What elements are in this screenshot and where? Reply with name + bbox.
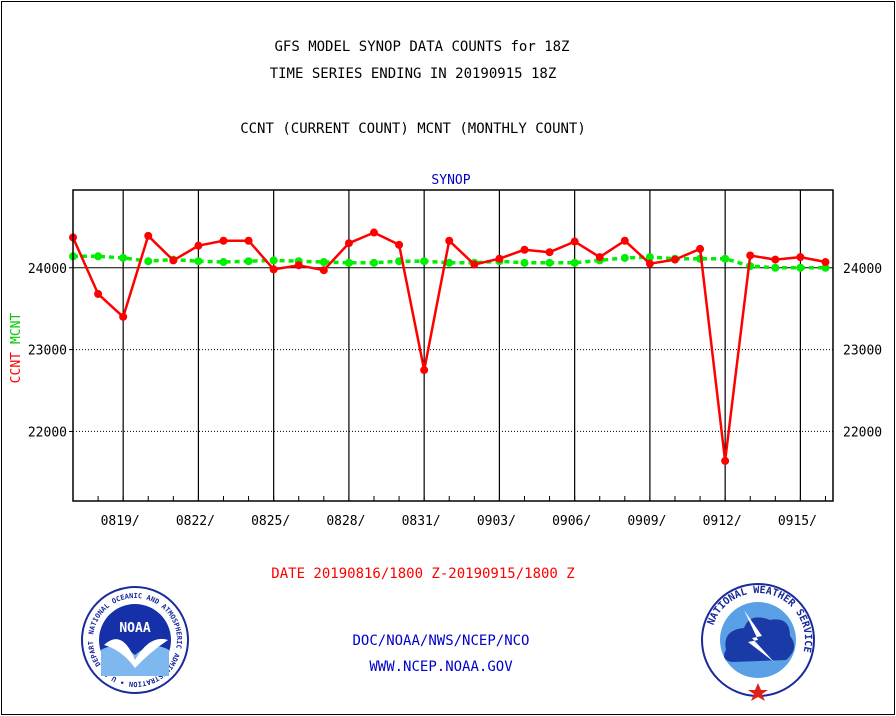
data-point-ccnt bbox=[545, 248, 554, 257]
data-point-ccnt bbox=[595, 253, 604, 262]
y-axis-label-mcnt: MCNT bbox=[9, 313, 24, 344]
data-point-ccnt bbox=[670, 255, 679, 264]
data-point-ccnt bbox=[470, 260, 479, 269]
y-tick-label-left: 22000 bbox=[28, 425, 67, 440]
data-point-ccnt bbox=[395, 240, 404, 249]
x-tick-label: 0909/ bbox=[627, 514, 666, 529]
x-tick-label: 0819/ bbox=[101, 514, 140, 529]
data-point-ccnt bbox=[620, 236, 629, 245]
data-point-mcnt bbox=[369, 258, 378, 267]
data-point-mcnt bbox=[194, 257, 203, 266]
chart-title-line1: GFS MODEL SYNOP DATA COUNTS for 18Z bbox=[274, 39, 569, 55]
website-link[interactable]: WWW.NCEP.NOAA.GOV bbox=[369, 659, 513, 675]
tick-labels: 22000 22000 23000 23000 24000 24000 0819/0822/… bbox=[28, 262, 882, 529]
data-point-mcnt bbox=[94, 252, 103, 261]
x-tick-label: 0912/ bbox=[703, 514, 742, 529]
y-tick-label-right: 22000 bbox=[843, 425, 882, 440]
x-tick-label: 0915/ bbox=[778, 514, 817, 529]
data-point-ccnt bbox=[520, 245, 529, 254]
data-point-mcnt bbox=[771, 263, 780, 272]
org-label: DOC/NOAA/NWS/NCEP/NCO bbox=[352, 633, 529, 649]
x-tick-label: 0906/ bbox=[552, 514, 591, 529]
y-tick-label-left: 24000 bbox=[28, 262, 67, 277]
data-point-ccnt bbox=[721, 456, 730, 465]
y-axis-label: CCNT MCNT bbox=[9, 313, 24, 384]
x-tick-label: 0831/ bbox=[402, 514, 441, 529]
data-point-ccnt bbox=[420, 366, 429, 375]
data-point-ccnt bbox=[294, 261, 303, 270]
y-tick-label-right: 23000 bbox=[843, 344, 882, 359]
data-point-mcnt bbox=[344, 258, 353, 267]
data-point-mcnt bbox=[520, 258, 529, 267]
data-point-ccnt bbox=[344, 239, 353, 248]
plot-grid bbox=[69, 190, 833, 501]
data-point-ccnt bbox=[771, 255, 780, 264]
data-point-ccnt bbox=[369, 228, 378, 237]
data-point-ccnt bbox=[319, 266, 328, 275]
svg-text:CCNTMCNT: CCNT MCNT bbox=[9, 313, 24, 384]
x-tick-label: 0825/ bbox=[251, 514, 290, 529]
data-point-mcnt bbox=[244, 257, 253, 266]
data-point-ccnt bbox=[119, 312, 128, 321]
nws-lightning-icon bbox=[744, 610, 774, 662]
data-point-ccnt bbox=[194, 241, 203, 250]
data-point-mcnt bbox=[570, 258, 579, 267]
data-point-mcnt bbox=[144, 257, 153, 266]
data-point-ccnt bbox=[144, 231, 153, 240]
data-point-mcnt bbox=[119, 253, 128, 262]
data-point-mcnt bbox=[821, 263, 830, 272]
y-tick-label-right: 24000 bbox=[843, 262, 882, 277]
data-point-mcnt bbox=[721, 254, 730, 263]
x-tick-label: 0822/ bbox=[176, 514, 215, 529]
data-point-mcnt bbox=[420, 257, 429, 266]
data-point-mcnt bbox=[445, 258, 454, 267]
nws-star-icon bbox=[748, 683, 768, 701]
y-axis-label-ccnt: CCNT bbox=[9, 352, 24, 383]
data-point-ccnt bbox=[244, 236, 253, 245]
data-point-ccnt bbox=[746, 251, 755, 260]
data-point-ccnt bbox=[570, 237, 579, 246]
data-point-mcnt bbox=[545, 258, 554, 267]
data-point-ccnt bbox=[94, 289, 103, 298]
plot-title: SYNOP bbox=[431, 173, 470, 188]
noaa-bird-icon bbox=[104, 638, 168, 668]
data-point-ccnt bbox=[696, 244, 705, 253]
nws-cloud-icon bbox=[724, 617, 795, 662]
noaa-text: NOAA bbox=[119, 621, 150, 636]
data-point-ccnt bbox=[445, 236, 454, 245]
data-point-ccnt bbox=[495, 254, 504, 263]
data-point-mcnt bbox=[796, 263, 805, 272]
chart-title-line2: TIME SERIES ENDING IN 20190915 18Z bbox=[270, 66, 557, 82]
x-tick-label: 0828/ bbox=[326, 514, 365, 529]
x-tick-label: 0903/ bbox=[477, 514, 516, 529]
y-tick-label-left: 23000 bbox=[28, 344, 67, 359]
data-point-mcnt bbox=[645, 253, 654, 262]
data-point-ccnt bbox=[219, 236, 228, 245]
plot-series bbox=[69, 228, 830, 465]
data-point-ccnt bbox=[821, 258, 830, 267]
date-range-label: DATE 20190816/1800 Z-20190915/1800 Z bbox=[271, 566, 574, 582]
data-point-mcnt bbox=[620, 253, 629, 262]
series-line-ccnt bbox=[71, 231, 826, 463]
plot-frame bbox=[72, 189, 834, 502]
data-point-mcnt bbox=[319, 258, 328, 267]
nws-logo[interactable]: NATIONAL WEATHER SERVICE bbox=[701, 583, 815, 701]
data-point-ccnt bbox=[796, 253, 805, 262]
data-point-ccnt bbox=[269, 265, 278, 274]
data-point-mcnt bbox=[219, 258, 228, 267]
data-point-ccnt bbox=[169, 256, 178, 265]
data-point-mcnt bbox=[269, 256, 278, 265]
chart-subtitle: CCNT (CURRENT COUNT) MCNT (MONTHLY COUNT… bbox=[240, 121, 586, 137]
data-point-ccnt bbox=[645, 259, 654, 268]
